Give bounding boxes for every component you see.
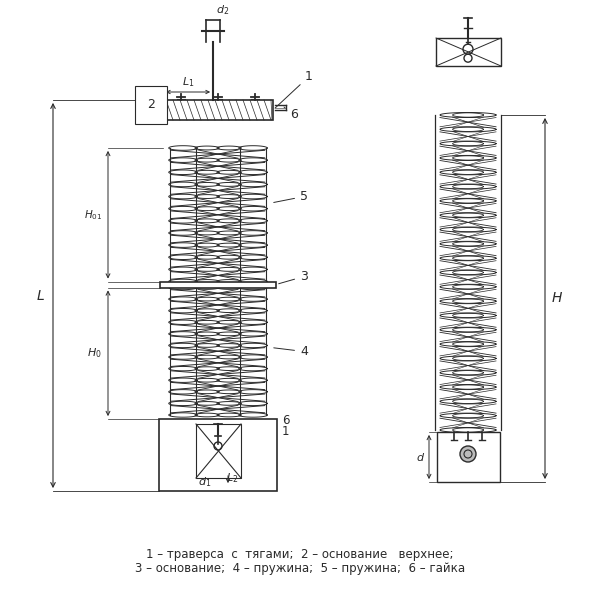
Text: $d$: $d$ bbox=[416, 451, 425, 463]
Text: 2: 2 bbox=[147, 98, 155, 112]
Bar bbox=[436, 38, 501, 66]
Text: 6: 6 bbox=[284, 107, 298, 121]
Text: $H$: $H$ bbox=[551, 292, 563, 305]
Text: $L_2$: $L_2$ bbox=[226, 471, 238, 485]
Bar bbox=[160, 281, 276, 287]
Text: $d_2$: $d_2$ bbox=[216, 3, 229, 17]
Text: 1: 1 bbox=[275, 70, 313, 108]
Bar bbox=[159, 419, 277, 491]
Text: 1 – траверса  с  тягами;  2 – основание   верхнее;: 1 – траверса с тягами; 2 – основание вер… bbox=[146, 548, 454, 561]
Text: $H_0$: $H_0$ bbox=[87, 346, 102, 360]
Text: $H_{01}$: $H_{01}$ bbox=[83, 208, 102, 221]
Text: 3 – основание;  4 – пружина;  5 – пружина;  6 – гайка: 3 – основание; 4 – пружина; 5 – пружина;… bbox=[135, 562, 465, 575]
Bar bbox=[163, 100, 273, 120]
Text: $L_1$: $L_1$ bbox=[182, 75, 194, 89]
Text: 5: 5 bbox=[274, 190, 308, 203]
Bar bbox=[437, 432, 500, 482]
Text: 1: 1 bbox=[282, 425, 290, 438]
Text: 6: 6 bbox=[282, 414, 290, 427]
Circle shape bbox=[460, 446, 476, 462]
Text: 4: 4 bbox=[274, 345, 308, 358]
Bar bbox=[196, 424, 241, 478]
Text: 3: 3 bbox=[278, 270, 308, 284]
Text: $L$: $L$ bbox=[36, 289, 45, 302]
Text: $d_1$: $d_1$ bbox=[198, 475, 211, 489]
